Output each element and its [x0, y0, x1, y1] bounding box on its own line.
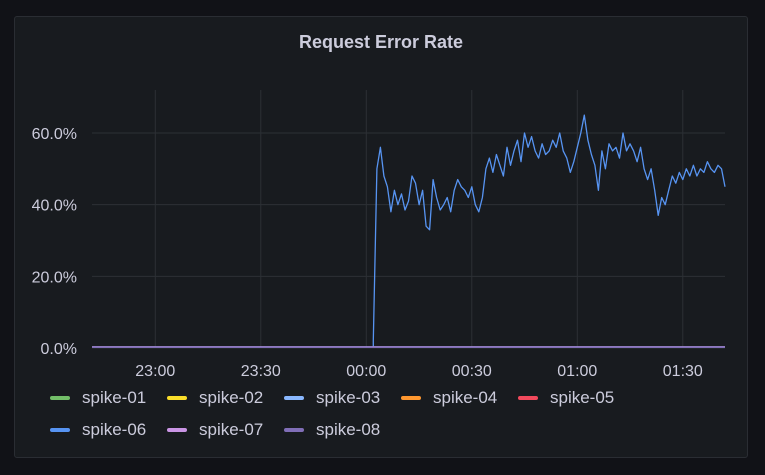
legend-swatch — [284, 396, 304, 400]
legend-item-spike-07[interactable]: spike-07 — [167, 420, 263, 440]
y-tick-label: 20.0% — [32, 269, 77, 286]
x-tick-label: 00:00 — [346, 363, 386, 380]
legend-swatch — [284, 428, 304, 432]
legend-label: spike-03 — [316, 388, 381, 407]
series-layer — [92, 114, 726, 348]
x-tick-label: 23:30 — [241, 363, 281, 380]
legend-item-spike-03[interactable]: spike-03 — [284, 388, 380, 408]
y-tick-label: 40.0% — [32, 198, 77, 215]
legend-item-spike-08[interactable]: spike-08 — [284, 420, 380, 440]
legend-swatch — [167, 428, 187, 432]
legend-item-spike-05[interactable]: spike-05 — [518, 388, 614, 408]
legend-label: spike-08 — [316, 420, 381, 439]
y-tick-label: 0.0% — [41, 341, 77, 358]
legend-swatch — [50, 428, 70, 432]
legend-item-spike-02[interactable]: spike-02 — [167, 388, 263, 408]
legend-label: spike-06 — [82, 420, 147, 439]
legend-item-spike-04[interactable]: spike-04 — [401, 388, 497, 408]
legend-swatch — [50, 396, 70, 400]
x-tick-label: 00:30 — [452, 363, 492, 380]
legend-label: spike-02 — [199, 388, 264, 407]
x-tick-label: 01:00 — [557, 363, 597, 380]
legend-label: spike-01 — [82, 388, 147, 407]
grid-layer — [92, 90, 725, 349]
x-tick-label: 01:30 — [663, 363, 703, 380]
legend-item-spike-06[interactable]: spike-06 — [50, 420, 146, 440]
legend-label: spike-04 — [433, 388, 498, 407]
x-tick-label: 23:00 — [135, 363, 175, 380]
legend-swatch — [401, 396, 421, 400]
panel-title[interactable]: Request Error Rate — [298, 32, 464, 52]
series-line-spike-06[interactable] — [92, 114, 726, 348]
legend-swatch — [518, 396, 538, 400]
legend-swatch — [167, 396, 187, 400]
tick-label-layer: 0.0% 20.0% 40.0% 60.0% 23:00 23:30 00:00 00:30 0… — [32, 126, 703, 380]
legend-item-spike-01[interactable]: spike-01 — [50, 388, 146, 408]
y-tick-label: 60.0% — [32, 126, 77, 143]
legend-label: spike-07 — [199, 420, 264, 439]
legend-label: spike-05 — [550, 388, 615, 407]
chart-panel: Request Error Rate — [14, 16, 748, 458]
